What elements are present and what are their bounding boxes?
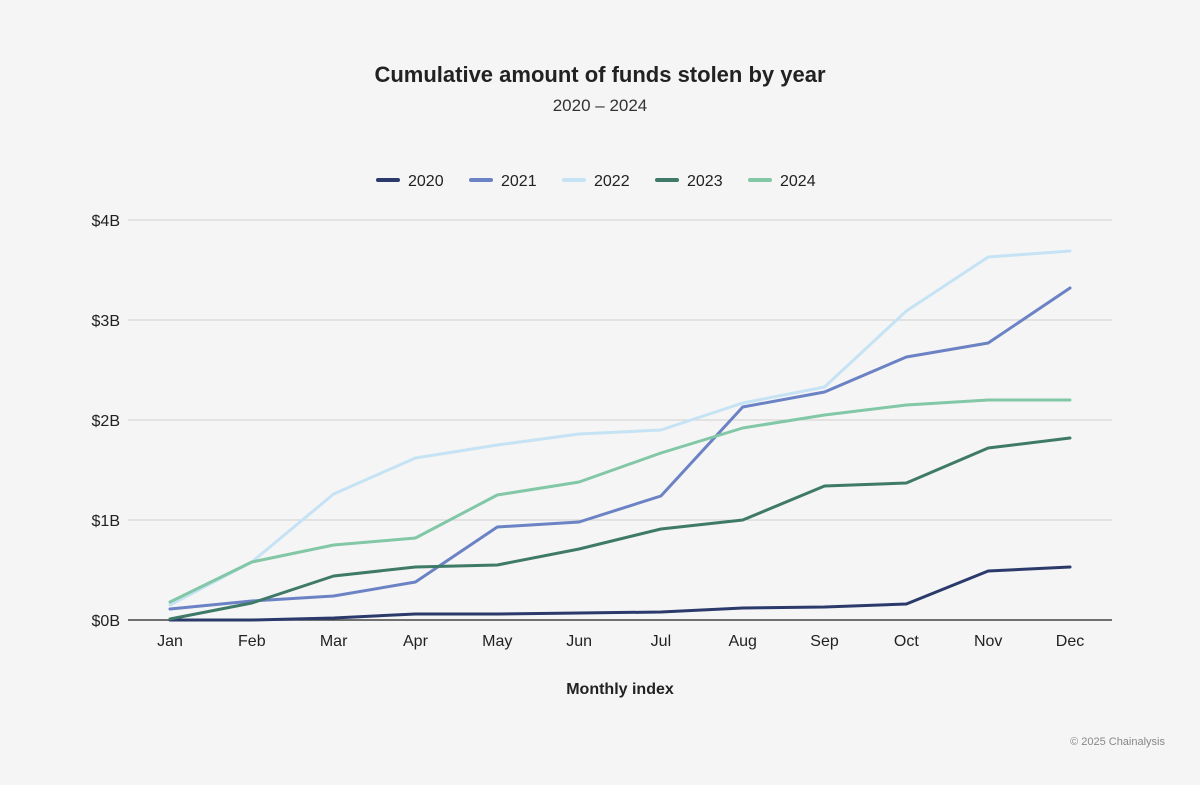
series-line-2024 bbox=[168, 398, 1072, 604]
legend-label: 2024 bbox=[780, 173, 816, 190]
legend: 2020 2021 2022 2023 2024 bbox=[376, 173, 816, 190]
legend-label: 2021 bbox=[501, 173, 537, 190]
x-axis: Jan Feb Mar Apr May Jun Jul Aug Sep Oct Nov Dec bbox=[128, 619, 1112, 650]
legend-label: 2020 bbox=[408, 173, 444, 190]
footer-credit: © 2025 Chainalysis bbox=[1070, 736, 1165, 748]
x-tick-label: Jun bbox=[566, 633, 592, 650]
x-tick-label: Jan bbox=[157, 633, 183, 650]
legend-item: 2022 bbox=[562, 173, 630, 190]
series-layer bbox=[168, 249, 1072, 622]
x-tick-label: Jul bbox=[651, 633, 671, 650]
chart-subtitle: 2020 – 2024 bbox=[553, 96, 648, 115]
y-tick-label: $2B bbox=[92, 413, 120, 430]
series-line-2023 bbox=[168, 436, 1072, 621]
chart-title: Cumulative amount of funds stolen by yea… bbox=[374, 62, 826, 87]
gridlines bbox=[128, 219, 1112, 621]
x-tick-label: Aug bbox=[728, 633, 756, 650]
x-tick-label: Mar bbox=[320, 633, 348, 650]
series-line-2022 bbox=[168, 249, 1072, 607]
x-tick-label: May bbox=[482, 633, 512, 650]
x-tick-label: Apr bbox=[403, 633, 429, 650]
series-line-2020 bbox=[168, 565, 1072, 622]
series-line-2021 bbox=[168, 286, 1072, 611]
x-tick-label: Oct bbox=[894, 633, 919, 650]
legend-item: 2020 bbox=[376, 173, 444, 190]
x-tick-label: Dec bbox=[1056, 633, 1084, 650]
legend-item: 2023 bbox=[655, 173, 723, 190]
legend-item: 2024 bbox=[748, 173, 816, 190]
x-axis-title: Monthly index bbox=[566, 681, 674, 698]
y-tick-label: $0B bbox=[92, 613, 120, 630]
x-tick-label: Nov bbox=[974, 633, 1002, 650]
y-tick-label: $4B bbox=[92, 213, 120, 230]
y-tick-label: $1B bbox=[92, 513, 120, 530]
legend-label: 2023 bbox=[687, 173, 723, 190]
x-tick-label: Sep bbox=[810, 633, 839, 650]
legend-label: 2022 bbox=[594, 173, 630, 190]
x-tick-label: Feb bbox=[238, 633, 266, 650]
y-axis: $0B $1B $2B $3B $4B bbox=[92, 213, 120, 630]
legend-item: 2021 bbox=[469, 173, 537, 190]
y-tick-label: $3B bbox=[92, 313, 120, 330]
